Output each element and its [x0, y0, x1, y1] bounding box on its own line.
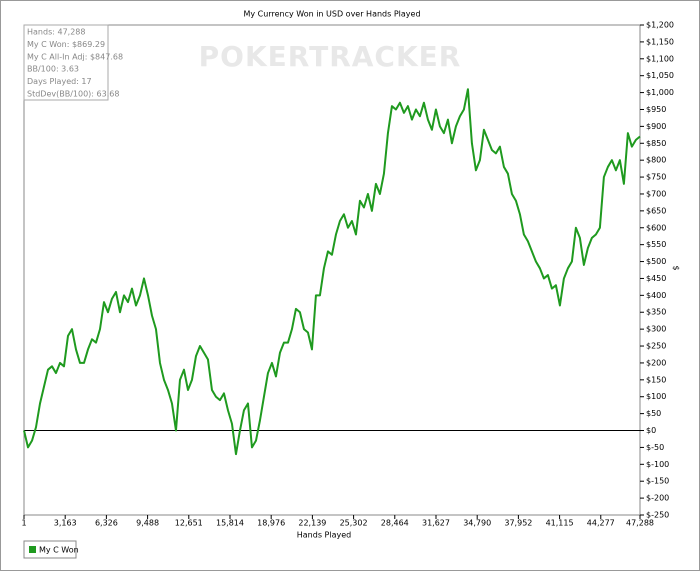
- y-tick-label: $450: [646, 274, 666, 283]
- x-tick-label: 1: [21, 519, 26, 528]
- y-tick-label: $1,000: [646, 88, 674, 97]
- x-tick-label: 9,488: [136, 519, 159, 528]
- y-tick-label: $-250: [646, 511, 669, 520]
- x-tick-label: 31,627: [422, 519, 450, 528]
- legend: My C Won: [23, 540, 79, 559]
- y-tick-label: $100: [646, 392, 666, 401]
- y-tick-label: $-150: [646, 477, 669, 486]
- y-tick-label: $800: [646, 156, 666, 165]
- y-tick-label: $550: [646, 240, 666, 249]
- stat-line: Days Played: 17: [27, 77, 92, 86]
- y-tick-label: $-50: [646, 443, 664, 452]
- stats-box: Hands: 47,288 My C Won: $869.29 My C All-I…: [23, 24, 123, 101]
- x-axis-label: Hands Played: [297, 531, 351, 540]
- x-tick-label: 15,814: [216, 519, 244, 528]
- y-tick-label: $600: [646, 223, 666, 232]
- y-tick-label: $1,050: [646, 71, 674, 80]
- x-tick-label: 41,115: [546, 519, 574, 528]
- y-tick-label: $150: [646, 375, 666, 384]
- x-tick-label: 37,952: [504, 519, 532, 528]
- stat-line: My C Won: $869.29: [27, 40, 105, 49]
- y-tick-label: $300: [646, 325, 666, 334]
- y-tick-label: $-200: [646, 494, 669, 503]
- y-tick-label: $400: [646, 291, 666, 300]
- x-tick-label: 3,163: [54, 519, 77, 528]
- x-tick-label: 28,464: [381, 519, 409, 528]
- watermark: POKERTRACKER: [199, 40, 462, 73]
- y-tick-label: $850: [646, 139, 666, 148]
- y-tick-label: $200: [646, 358, 666, 367]
- y-axis-label: $: [672, 265, 681, 270]
- y-tick-label: $50: [646, 409, 661, 418]
- x-tick-label: 34,790: [463, 519, 491, 528]
- y-tick-label: $1,200: [646, 21, 674, 30]
- legend-swatch: [29, 546, 36, 553]
- legend-frame: [23, 540, 77, 559]
- plot-area: [23, 24, 641, 516]
- y-tick-label: $900: [646, 122, 666, 131]
- y-tick-label: $700: [646, 189, 666, 198]
- y-tick-label: $250: [646, 342, 666, 351]
- x-tick-label: 6,326: [95, 519, 118, 528]
- y-tick-label: $950: [646, 105, 666, 114]
- x-tick-label: 25,302: [340, 519, 368, 528]
- y-tick-label: $1,150: [646, 37, 674, 46]
- stat-line: BB/100: 3.63: [27, 65, 79, 74]
- y-tick-label: $350: [646, 308, 666, 317]
- stat-line: My C All-In Adj: $847.68: [27, 52, 123, 61]
- legend-label: My C Won: [39, 546, 79, 555]
- y-tick-label: $750: [646, 173, 666, 182]
- stats-frame: [23, 24, 109, 101]
- x-tick-label: 18,976: [257, 519, 285, 528]
- chart-title: My Currency Won in USD over Hands Played: [243, 10, 420, 19]
- stat-line: Hands: 47,288: [27, 28, 85, 37]
- x-tick-label: 44,277: [587, 519, 615, 528]
- x-tick-label: 22,139: [298, 519, 326, 528]
- x-tick-label: 12,651: [175, 519, 203, 528]
- y-tick-label: $0: [646, 426, 656, 435]
- y-tick-label: $650: [646, 206, 666, 215]
- x-tick-label: 47,288: [626, 519, 654, 528]
- y-tick-label: $-100: [646, 460, 669, 469]
- stat-line: StdDev(BB/100): 63.68: [27, 90, 119, 99]
- series-line: [23, 88, 641, 456]
- y-tick-label: $500: [646, 257, 666, 266]
- y-tick-label: $1,100: [646, 54, 674, 63]
